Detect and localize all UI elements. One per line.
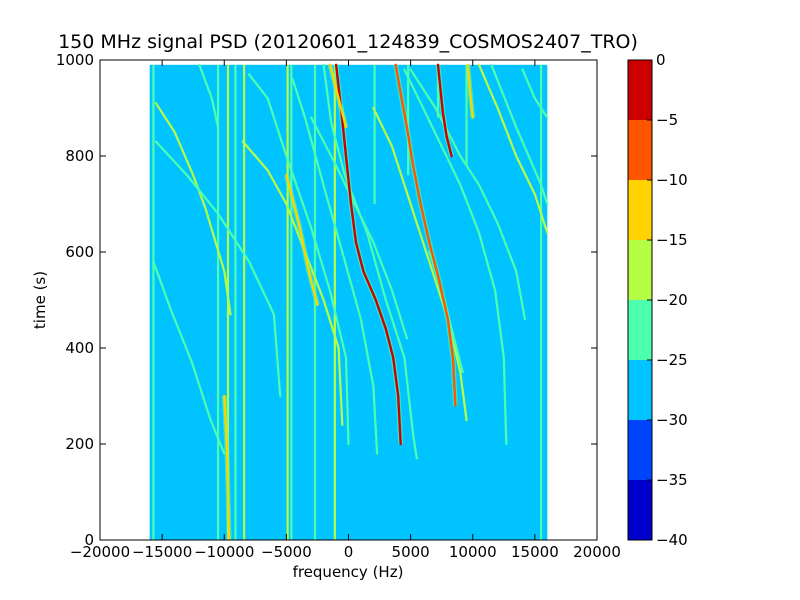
colorbar-tick-label-4: −20 [656,291,688,309]
strong-track-6 [466,63,474,119]
x-tick-label-8: 20000 [573,543,621,561]
strong-track-3 [223,394,231,540]
doppler-track-5 [291,78,379,455]
plot-area [149,63,549,540]
colorbar-segment-3 [628,300,652,360]
x-tick-label-0: −20000 [70,543,130,561]
doppler-track-12 [490,63,549,206]
x-tick-label-4: 0 [344,543,354,561]
colorbar-segment-6 [628,120,652,180]
doppler-track-0 [152,260,226,455]
colorbar-tick-label-3: −15 [656,231,688,249]
x-tick-label-6: 10000 [449,543,497,561]
colorbar-tick-label-2: −10 [656,171,688,189]
y-tick-label-5: 1000 [56,51,94,69]
y-tick-label-4: 800 [65,147,94,165]
doppler-track-9 [409,68,527,321]
strong-track-4 [285,173,319,306]
colorbar-segment-7 [628,60,652,120]
x-tick-label-3: −5000 [261,543,312,561]
x-axis-ticks: −20000 −15000 −10000 −5000 0 5000 10000 15000 20… [70,60,621,561]
doppler-track-13 [198,63,220,129]
colorbar-tick-label-6: −30 [656,411,688,429]
colorbar-segment-5 [628,180,652,240]
strong-track-2 [436,63,453,158]
colorbar-ticks: 0 −5 −10 −15 −20 −25 −30 −35 −40 [647,51,688,549]
x-axis-label: frequency (Hz) [293,563,404,581]
colorbar-segment-0 [628,480,652,540]
x-tick-label-1: −15000 [132,543,192,561]
colorbar-segment-2 [628,360,652,420]
y-tick-label-1: 200 [65,435,94,453]
strong-track-1 [394,63,457,407]
colorbar-tick-label-1: −5 [656,111,678,129]
strong-track-5 [328,63,348,129]
doppler-track-8 [403,68,508,446]
strong-track-0 [334,63,402,446]
chart-title: 150 MHz signal PSD (20120601_124839_COSM… [58,31,638,53]
spectrogram-background [149,64,548,540]
doppler-track-2 [154,140,282,398]
x-tick-label-7: 15000 [511,543,559,561]
colorbar-tick-label-5: −25 [656,351,688,369]
doppler-track-15 [310,116,408,340]
doppler-track-10 [477,63,549,234]
x-tick-label-5: 5000 [392,543,430,561]
doppler-track-11 [521,68,549,119]
y-axis-label: time (s) [31,271,49,329]
strong-doppler-tracks [221,63,476,540]
y-tick-label-0: 0 [84,531,94,549]
y-tick-label-2: 400 [65,339,94,357]
colorbar-tick-label-7: −35 [656,471,688,489]
doppler-track-4 [248,73,350,446]
colorbar-tick-label-0: 0 [656,51,666,69]
doppler-track-6 [322,63,418,460]
colorbar [628,60,652,540]
colorbar-tick-label-8: −40 [656,531,688,549]
y-axis-ticks: 0 200 400 600 800 1000 [56,51,597,549]
colorbar-segment-1 [628,420,652,480]
doppler-track-7 [372,106,468,422]
y-tick-label-3: 600 [65,243,94,261]
colorbar-segment-4 [628,240,652,300]
x-tick-label-2: −10000 [194,543,254,561]
